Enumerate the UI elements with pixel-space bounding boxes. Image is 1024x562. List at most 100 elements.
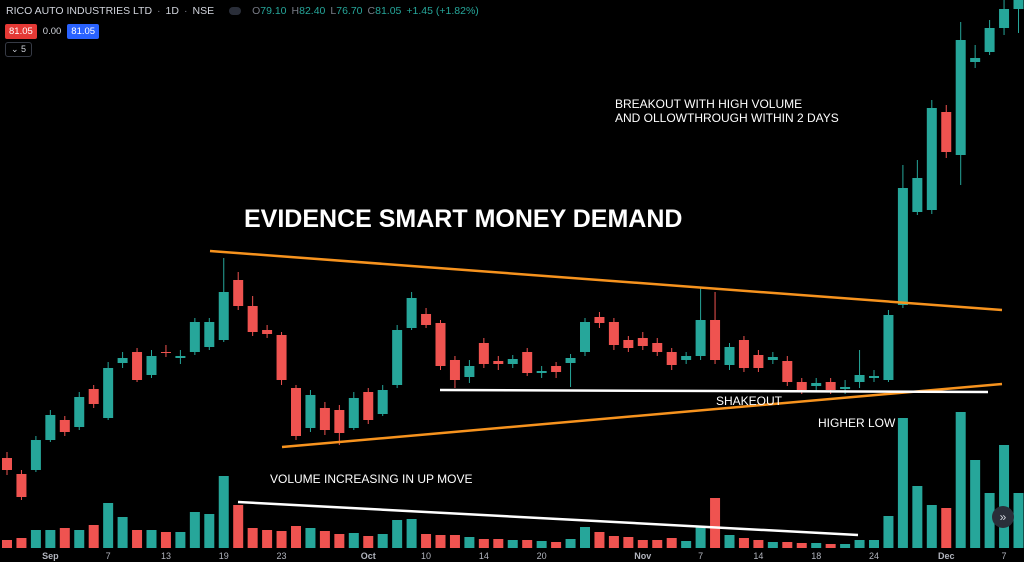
volume-bar	[348, 533, 359, 548]
volume-bar	[493, 539, 504, 548]
volume-bar	[724, 535, 735, 548]
volume-bar	[132, 530, 143, 548]
candle-body	[421, 314, 432, 325]
scroll-button[interactable]	[992, 506, 1014, 528]
candle-body	[74, 397, 85, 427]
volume-bar	[363, 536, 374, 548]
candle-body	[652, 343, 663, 352]
candle-body	[305, 395, 316, 428]
indicators-toggle[interactable]: ⌄ 5	[5, 42, 33, 57]
scroll-icon: »	[1000, 510, 1007, 524]
volume-bar	[565, 539, 576, 548]
volume-bar	[262, 530, 273, 548]
volume-bar	[204, 514, 215, 548]
buy-price[interactable]: 81.05	[67, 24, 100, 39]
price-boxes: 81.05 0.00 81.05	[5, 24, 100, 39]
ohlc-item: C81.05	[368, 5, 402, 17]
volume-bar	[146, 530, 157, 548]
separator: ·	[183, 5, 188, 17]
x-tick-label: 7	[698, 551, 703, 561]
volume-bar	[840, 544, 851, 548]
sell-price[interactable]: 81.05	[5, 24, 37, 39]
volume-bar	[30, 530, 41, 548]
volume-bar	[291, 526, 301, 548]
legend: RICO AUTO INDUSTRIES LTD · 1D · NSE O79.10…	[6, 5, 479, 17]
annotation: VOLUME INCREASING IN UP MOVE	[270, 472, 473, 486]
price-pane	[2, 0, 1024, 500]
change: +1.45 (+1.82%)	[406, 5, 479, 17]
volume-bar	[710, 498, 721, 548]
annotation: AND OLLOWTHROUGH WITHIN 2 DAYS	[615, 111, 839, 125]
volume-bar	[811, 543, 822, 548]
volume-bar	[652, 540, 663, 548]
volume-bar	[319, 531, 330, 548]
x-tick-label: 23	[277, 551, 287, 561]
annotation: SHAKEOUT	[716, 394, 783, 408]
volume-bar	[608, 536, 619, 548]
x-tick-label: 14	[479, 551, 489, 561]
volume-bar	[117, 517, 128, 548]
candle-body	[811, 383, 822, 386]
ohlc-key: H	[291, 5, 300, 17]
candle-body	[334, 410, 345, 433]
ohlc-item: L76.70	[330, 5, 362, 17]
volume-bar	[869, 540, 879, 548]
ohlc-value: 76.70	[336, 5, 363, 17]
candle-body	[767, 357, 778, 360]
candle-body	[970, 58, 981, 62]
volume-bar	[594, 532, 605, 548]
candle-body	[189, 322, 200, 352]
volume-bar	[767, 542, 778, 548]
candle-body	[233, 280, 244, 306]
candle-body	[262, 330, 273, 334]
ohlc-value: 81.05	[375, 5, 402, 17]
volume-bar	[464, 537, 475, 548]
x-tick-label: 10	[421, 551, 431, 561]
volume-bar	[478, 539, 489, 548]
candle-body	[45, 415, 56, 440]
volume-bar	[999, 445, 1010, 548]
volume-bar	[955, 412, 966, 548]
candle-body	[926, 108, 937, 210]
exchange: NSE	[192, 5, 215, 17]
x-tick-label: Nov	[634, 551, 651, 561]
volume-bar	[392, 520, 403, 548]
volume-bar	[551, 542, 562, 548]
candle-body	[666, 352, 677, 365]
x-tick-label: 14	[753, 551, 763, 561]
candle-body	[392, 330, 403, 385]
volume-bar	[753, 540, 764, 548]
candle-body	[117, 358, 128, 363]
candle-body	[464, 366, 475, 377]
volume-bar	[88, 525, 99, 548]
volume-bar	[984, 493, 995, 548]
x-tick-label: 18	[811, 551, 821, 561]
volume-bar	[666, 538, 677, 548]
volume-bar	[782, 542, 793, 548]
candle-body	[247, 306, 258, 332]
annotation: HIGHER LOW	[818, 416, 896, 430]
ohlc-value: 79.10	[260, 5, 287, 17]
annotation: EVIDENCE SMART MONEY DEMAND	[244, 205, 683, 233]
candle-body	[565, 358, 576, 363]
candle-body	[710, 320, 721, 360]
status-icon[interactable]	[229, 7, 242, 15]
interval: 1D	[165, 5, 179, 17]
candle-body	[377, 390, 388, 414]
candle-body	[753, 355, 764, 368]
candle-body	[449, 360, 460, 380]
candle-body	[1013, 0, 1024, 9]
x-tick-label: 13	[161, 551, 171, 561]
volume-bar	[912, 486, 923, 548]
candle-body	[897, 188, 908, 305]
candle-body	[594, 317, 605, 323]
volume-bar	[695, 526, 706, 548]
candle-body	[637, 338, 648, 346]
ohlc-item: H82.40	[292, 5, 326, 17]
volume-bar	[854, 540, 865, 548]
candle-body	[204, 322, 215, 347]
candle-body	[175, 356, 186, 358]
x-tick-label: 20	[537, 551, 547, 561]
candle-body	[103, 368, 114, 418]
